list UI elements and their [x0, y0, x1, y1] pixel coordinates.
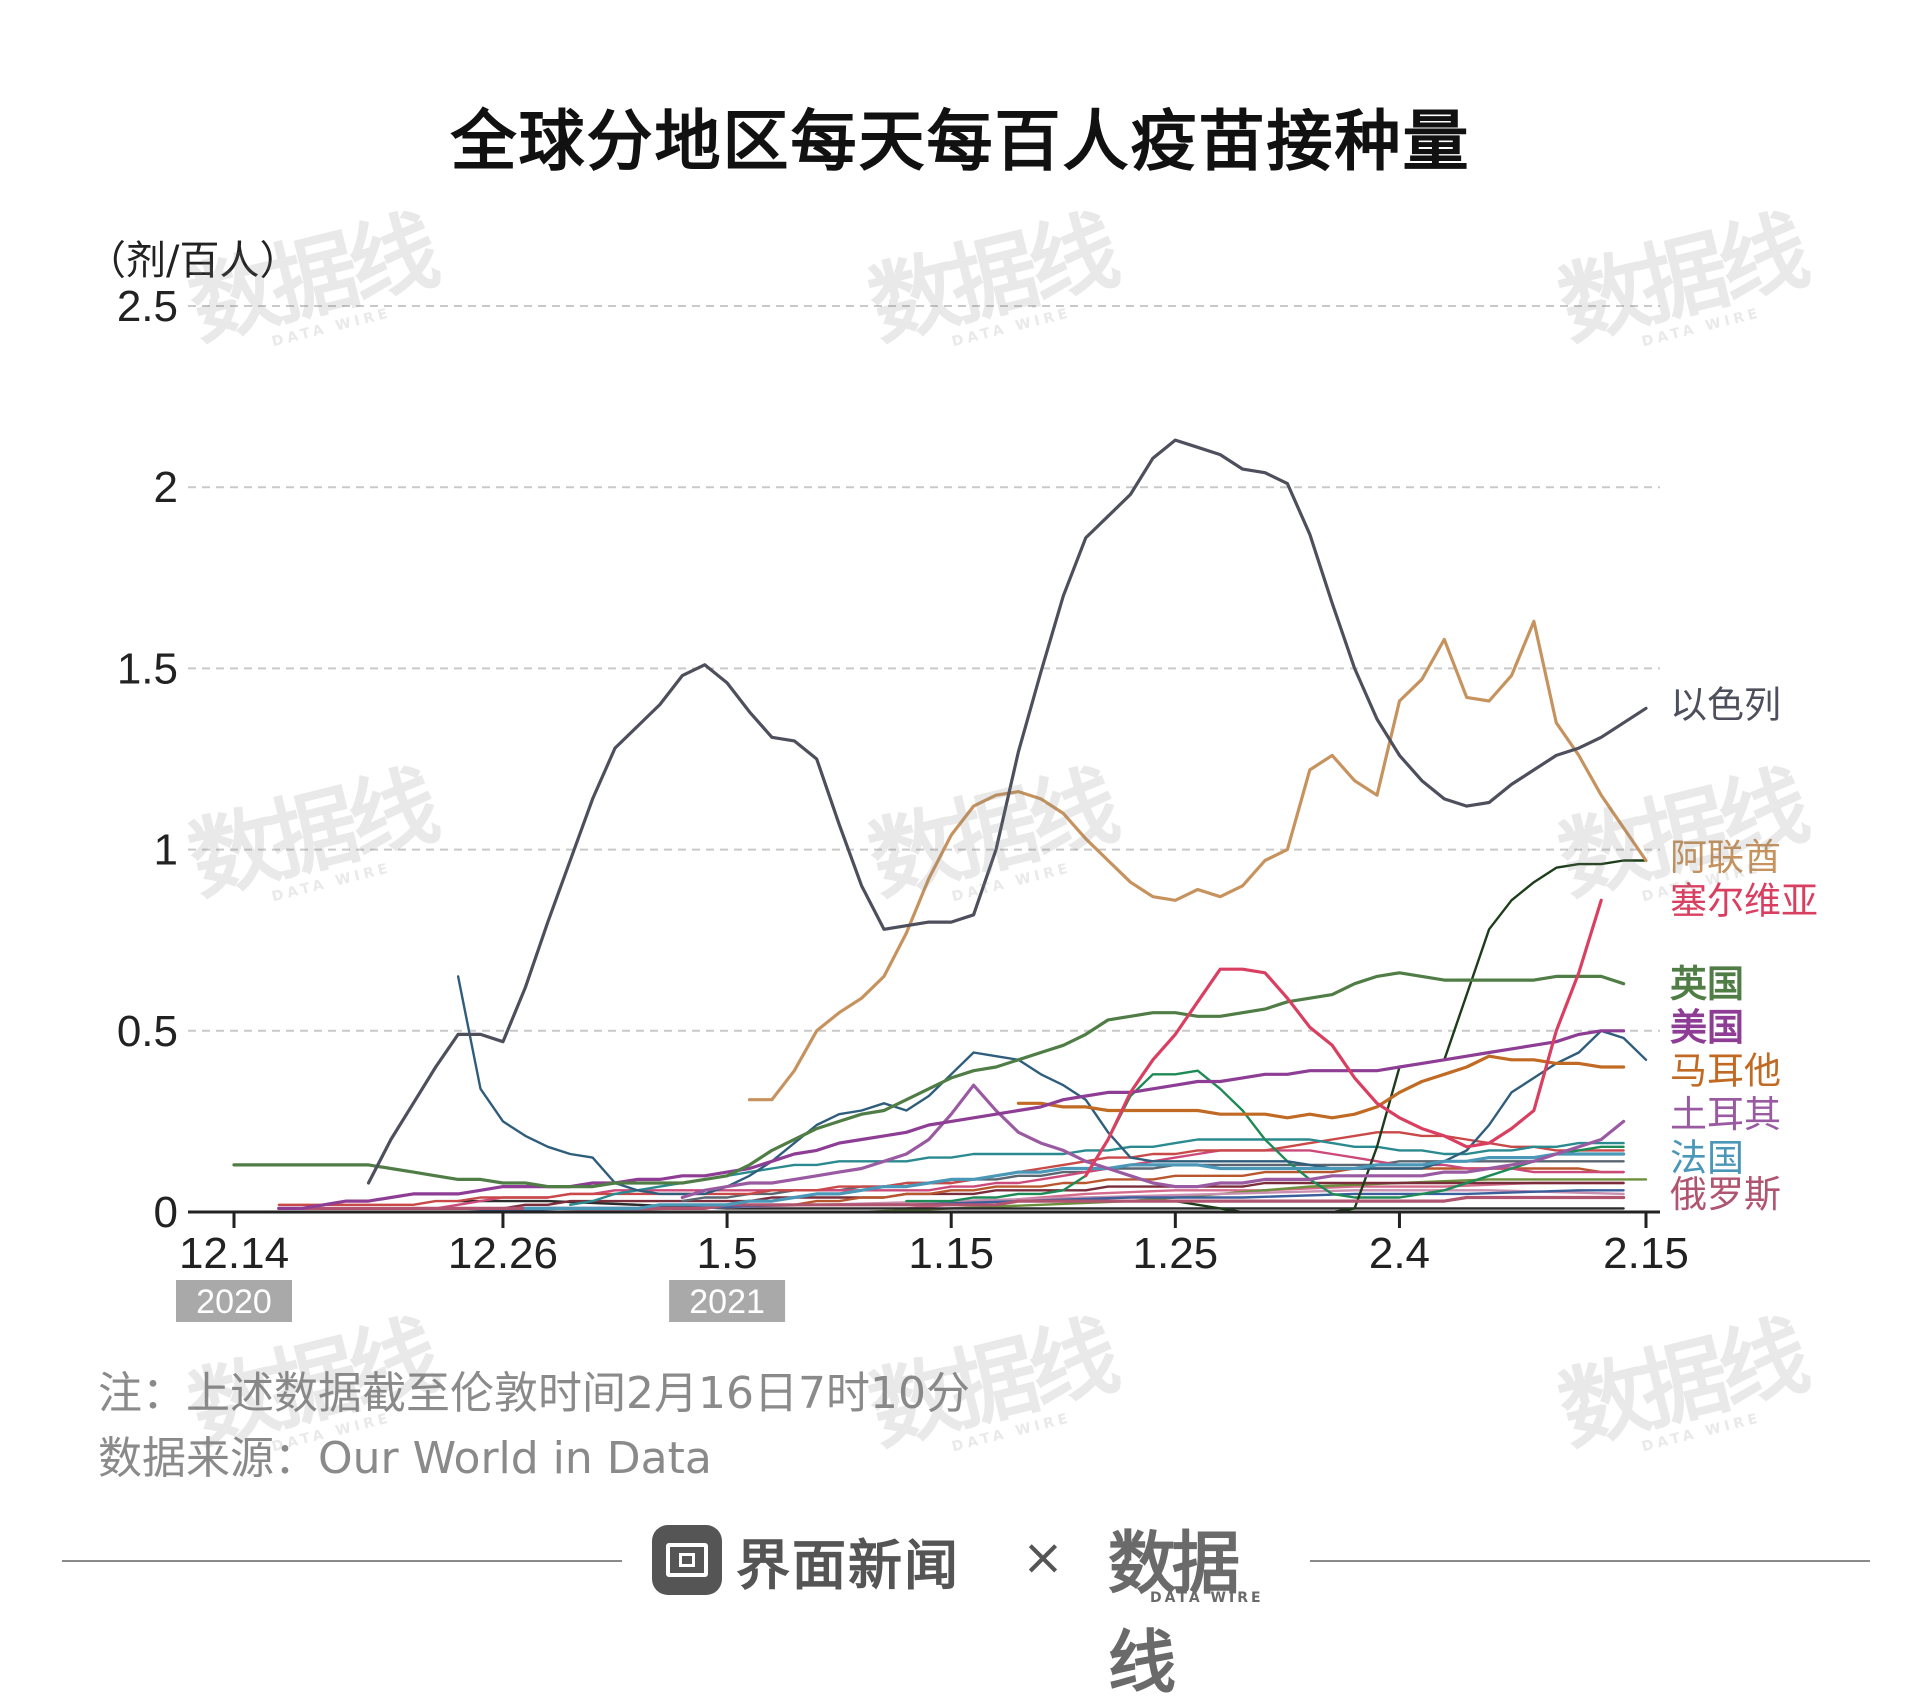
y-tick-label: 2.5 — [117, 282, 178, 331]
datawire-logo: 数据线 DATA WIRE — [1108, 1508, 1283, 1703]
datawire-logo-text: 数据线 — [1108, 1525, 1240, 1703]
series-label: 法国 — [1670, 1137, 1744, 1180]
datawire-logo-subtext: DATA WIRE — [1150, 1590, 1264, 1606]
series-line — [569, 1138, 1625, 1206]
gridlines — [188, 305, 1660, 1032]
times-symbol: × — [1022, 1528, 1064, 1586]
series-line — [232, 971, 1626, 1189]
series-line — [1084, 898, 1603, 1178]
y-tick-label: 1 — [154, 826, 178, 875]
year-badge-label: 2020 — [196, 1283, 272, 1321]
series-line — [277, 1131, 1625, 1206]
series-line — [747, 619, 1648, 1102]
y-tick-label: 1.5 — [117, 644, 178, 693]
x-tick-label: 2.15 — [1603, 1229, 1689, 1278]
year-badge-label: 2021 — [689, 1283, 765, 1321]
source-note: 数据来源：Our World in Data — [98, 1433, 712, 1484]
x-tick-label: 12.14 — [179, 1229, 289, 1278]
series-line — [366, 438, 1648, 1185]
x-tick-label: 2.4 — [1369, 1229, 1430, 1278]
series-lines — [232, 438, 1648, 1214]
series-label: 阿联酋 — [1670, 836, 1781, 879]
footer-divider-left — [62, 1560, 622, 1562]
footer-divider-right — [1310, 1560, 1870, 1562]
y-tick-label: 0.5 — [117, 1007, 178, 1056]
series-label: 土耳其 — [1670, 1093, 1781, 1136]
series-label: 英国 — [1670, 963, 1744, 1006]
series-line — [1016, 1054, 1626, 1120]
series-line — [680, 1083, 1626, 1200]
y-tick-label: 0 — [154, 1188, 178, 1237]
x-tick-label: 1.15 — [908, 1229, 994, 1278]
jiemian-logo: 界面新闻 — [652, 1520, 960, 1600]
jiemian-logo-text: 界面新闻 — [736, 1533, 960, 1597]
series-line — [277, 1029, 1626, 1210]
y-tick-label: 2 — [154, 463, 178, 512]
series-line — [905, 1069, 1625, 1203]
series-line — [277, 1195, 1626, 1210]
series-line — [860, 1178, 1648, 1214]
chart-title: 全球分地区每天每百人疫苗接种量 — [450, 103, 1471, 180]
jiemian-logo-icon — [652, 1525, 722, 1595]
series-label: 以色列 — [1670, 684, 1781, 727]
series-label: 马耳他 — [1670, 1050, 1781, 1093]
series-line — [1129, 859, 1648, 1214]
year-badge — [669, 1280, 786, 1322]
series-label: 俄罗斯 — [1670, 1173, 1781, 1216]
series-label: 美国 — [1670, 1006, 1744, 1049]
x-tick-label: 1.5 — [696, 1229, 757, 1278]
footnote: 注：上述数据截至伦敦时间2月16日7时10分 — [98, 1368, 970, 1419]
series-label: 塞尔维亚 — [1670, 879, 1818, 922]
axes: 0 0.5 1 1.5 2 2.5 12.14 12.26 1.5 1.15 1.25 2.4 2.15… — [117, 282, 1689, 1322]
x-tick-label: 1.25 — [1133, 1229, 1219, 1278]
series-line — [523, 1152, 1626, 1210]
y-axis-unit-label: （剂/百人） — [86, 238, 300, 284]
page: 全球分地区每天每百人疫苗接种量 （剂/百人） 以色列阿联酋 塞尔维亚英国 美国 马耳他… — [62, 103, 1870, 1703]
series-line — [456, 975, 1648, 1196]
year-badge — [176, 1280, 292, 1322]
x-tick-label: 12.26 — [448, 1229, 558, 1278]
